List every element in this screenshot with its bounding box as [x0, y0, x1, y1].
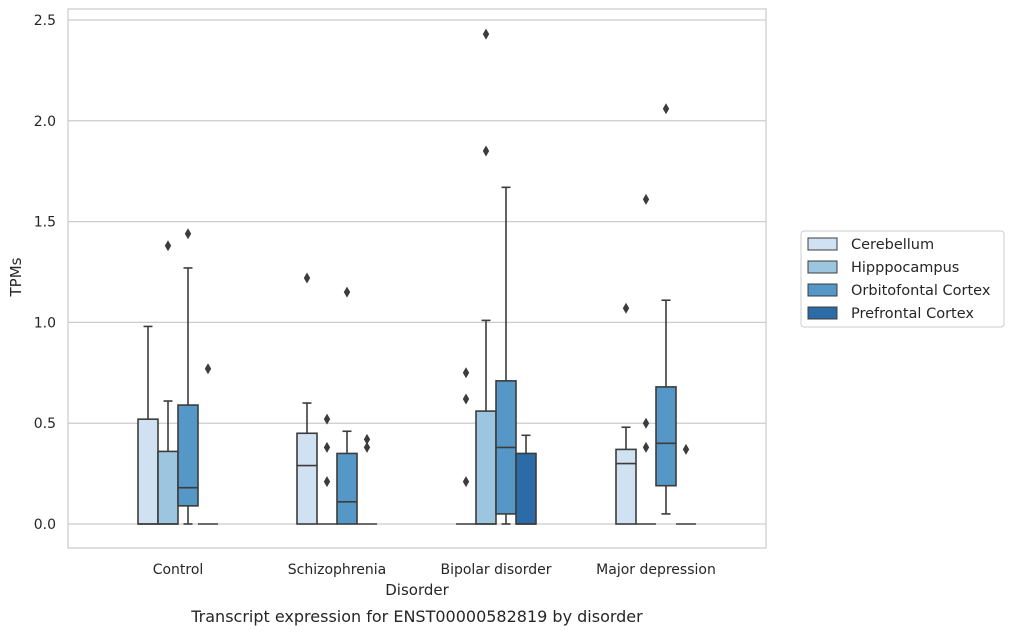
outlier-point	[343, 286, 351, 298]
y-axis-label: TPMs	[7, 257, 25, 297]
box-body	[615, 448, 637, 525]
legend-swatch	[807, 283, 838, 297]
outlier-point	[164, 240, 172, 252]
outlier-point	[462, 393, 470, 405]
box	[317, 413, 337, 525]
y-tick-label: 1.0	[34, 315, 56, 331]
series-hipppocampus	[157, 28, 656, 525]
series-cerebellum	[137, 272, 637, 525]
legend-label: Hipppocampus	[851, 260, 959, 276]
box	[137, 325, 159, 525]
x-axis-label: Disorder	[385, 581, 449, 599]
chart-caption: Transcript expression for ENST0000058281…	[190, 607, 643, 626]
x-tick-label: Control	[153, 562, 204, 578]
box-body	[296, 432, 318, 525]
legend-label: Prefrontal Cortex	[851, 306, 974, 322]
legend-item: Cerebellum	[807, 237, 934, 253]
outlier-point	[482, 28, 490, 40]
legend-frame	[800, 230, 1005, 328]
legend-item: Hipppocampus	[807, 260, 959, 276]
outlier-point	[462, 367, 470, 379]
y-tick-label: 1.5	[34, 215, 56, 231]
box	[515, 434, 537, 525]
outlier-point	[662, 103, 670, 115]
box-series	[137, 28, 696, 525]
y-tick-labels: 0.0 0.5 1.0 1.5 2.0 2.5	[34, 13, 56, 533]
outlier-point	[204, 363, 212, 375]
outlier-point	[642, 441, 650, 453]
box	[157, 240, 179, 525]
x-tick-label: Bipolar disorder	[440, 562, 551, 578]
box	[615, 302, 637, 525]
box	[676, 443, 696, 525]
legend-item: Orbitofontal Cortex	[807, 283, 991, 299]
outlier-point	[482, 145, 490, 157]
x-tick-labels: Control Schizophrenia Bipolar disorder Majo…	[153, 562, 716, 578]
y-tick-label: 0.5	[34, 416, 56, 432]
outlier-point	[323, 476, 331, 488]
box-body	[475, 410, 497, 525]
outlier-point	[323, 413, 331, 425]
outlier-point	[323, 441, 331, 453]
outlier-point	[303, 272, 311, 284]
box-body	[137, 418, 159, 525]
outlier-point	[642, 417, 650, 429]
box	[475, 28, 497, 525]
outlier-point	[462, 476, 470, 488]
legend-item: Prefrontal Cortex	[807, 306, 974, 322]
outlier-point	[184, 228, 192, 240]
box-body	[157, 450, 179, 525]
plot-frame	[67, 8, 767, 549]
legend-label: Orbitofontal Cortex	[851, 283, 991, 299]
box	[198, 363, 218, 525]
outlier-point	[363, 433, 371, 445]
y-tick-label: 2.0	[34, 114, 56, 130]
y-tick-label: 0.0	[34, 517, 56, 533]
box-body	[336, 452, 358, 525]
box	[296, 272, 318, 525]
outlier-point	[622, 302, 630, 314]
outlier-point	[363, 441, 371, 453]
legend-label: Cerebellum	[851, 237, 934, 253]
box-body	[655, 386, 677, 487]
series-orbitofontal-cortex	[177, 103, 677, 525]
x-tick-label: Schizophrenia	[288, 562, 386, 578]
outlier-point	[682, 443, 690, 455]
box	[655, 103, 677, 515]
y-tick-label: 2.5	[34, 13, 56, 29]
legend: Cerebellum Hipppocampus Orbitofontal Corte…	[800, 230, 1005, 328]
legend-swatch	[807, 260, 838, 274]
box-body	[177, 404, 199, 507]
box-body	[515, 452, 537, 525]
box	[357, 433, 377, 525]
box	[336, 286, 358, 525]
box	[495, 186, 517, 525]
legend-swatch	[807, 306, 838, 320]
box	[456, 367, 476, 525]
x-tick-label: Major depression	[596, 562, 716, 578]
series-prefrontal-cortex	[198, 363, 696, 525]
outlier-point	[642, 193, 650, 205]
box	[177, 228, 199, 525]
legend-swatch	[807, 237, 838, 251]
box	[636, 193, 656, 525]
